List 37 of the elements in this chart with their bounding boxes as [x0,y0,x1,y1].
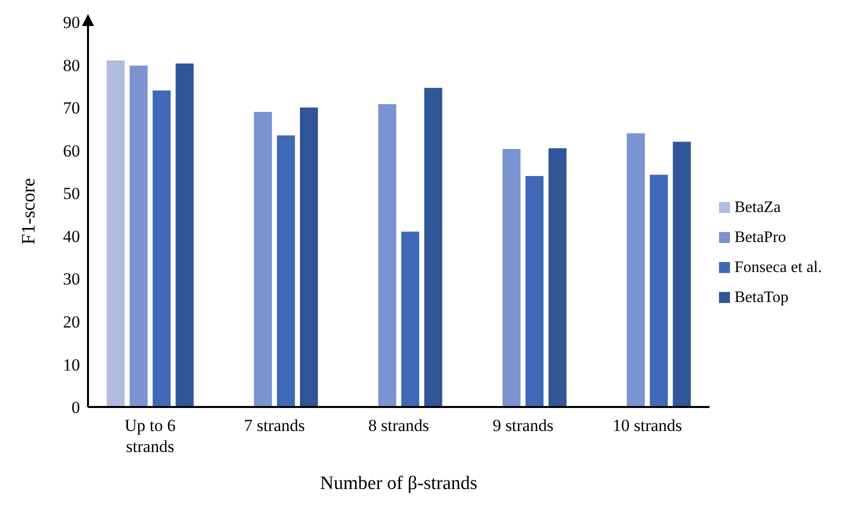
bar [424,88,442,407]
bar [106,60,125,407]
y-tick-label: 20 [63,312,80,332]
legend-label: BetaZa [734,198,781,216]
bar [672,142,691,407]
x-tick-label: 10 strands [612,416,682,435]
bar [378,104,396,407]
x-tick-label: Up to 6 strands [124,416,176,456]
y-tick-label: 90 [63,13,80,32]
y-tick-label: 70 [63,98,80,118]
y-tick-label: 30 [63,270,80,289]
bar [502,149,521,407]
y-tick-label: 60 [63,141,80,160]
bar [176,63,194,407]
bar [276,135,295,407]
legend-label: BetaPro [734,228,786,246]
x-axis-title: Number of β-strands [320,473,478,494]
bar [526,176,544,407]
x-tick-label: 7 strands [244,416,305,435]
bar [152,90,171,407]
bar [548,148,567,407]
y-tick-label: 10 [63,355,80,374]
bar [401,232,420,407]
bar [254,112,272,407]
bar [626,133,645,407]
bar [130,66,148,407]
legend-label: Fonseca et al. [734,258,822,276]
y-tick-label: 80 [63,56,80,75]
y-axis-title: F1-score [18,178,40,244]
bar [650,174,668,407]
y-tick-label: 40 [63,226,80,246]
y-tick-label: 50 [63,184,80,204]
y-tick-label: 0 [72,398,80,418]
bar [300,108,318,407]
x-tick-label: 9 strands [492,416,554,435]
x-tick-label: 8 strands [368,416,430,435]
legend-label: BetaTop [734,288,788,306]
